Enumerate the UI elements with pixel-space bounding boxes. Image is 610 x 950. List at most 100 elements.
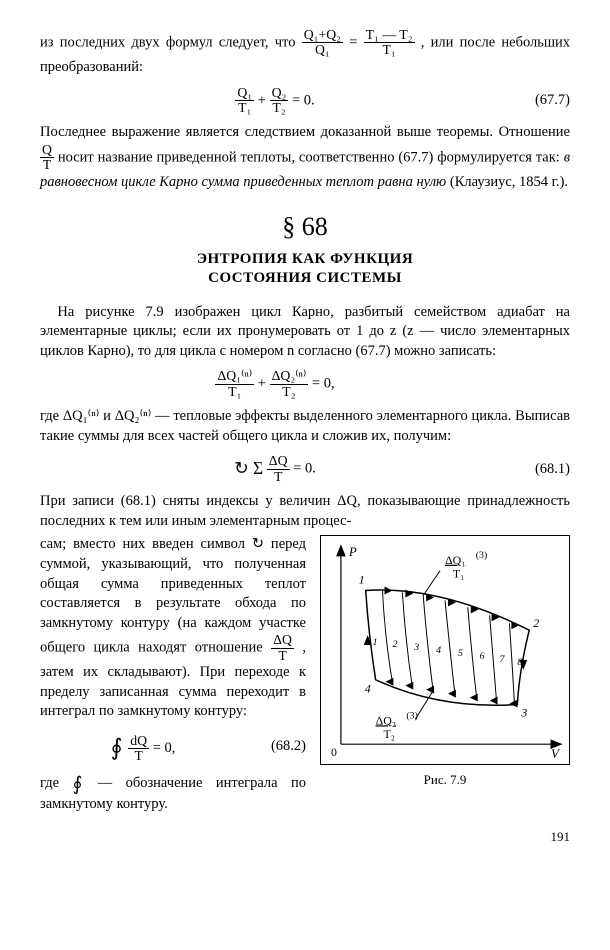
denominator: T [128,749,149,763]
plus: + [258,376,270,392]
contour-symbol: ↻ Σ [234,457,263,480]
fraction: T₁ — T₂ T₁ [364,28,415,58]
fraction: Q T [40,143,54,173]
numerator: Q [40,143,54,158]
equation-67-7: Q₁ T₁ + Q₂ T₂ = 0. (67.7) [40,86,570,116]
page-number: 191 [40,828,570,846]
numerator: ΔQ [271,633,294,648]
dq2-den: T₂ [384,728,395,742]
fraction: ΔQ₂⁽ⁿ⁾ T₂ [270,369,309,399]
svg-text:ΔQ₁: ΔQ₁ [445,553,465,567]
equation-body: ↻ Σ ΔQ T = 0. [40,454,510,484]
origin-label: 0 [331,745,337,759]
fraction: Q₂ T₂ [270,86,289,116]
equals: = [349,34,363,50]
text: = 0. [292,92,315,108]
axis-label-p: P [348,545,357,559]
fraction: dQ T [128,734,149,764]
dq2-label: ΔQ₂ (3) T₂ [376,711,418,742]
numerator: ΔQ₁⁽ⁿ⁾ [215,369,254,384]
corner-3: 3 [520,706,527,720]
cell-8: 8 [517,657,522,668]
title-line-2: СОСТОЯНИЯ СИСТЕМЫ [208,270,402,286]
text: носит название приведенной теплоты, соот… [58,149,564,165]
text: = 0, [312,376,335,392]
cell-3: 3 [413,642,419,653]
fraction: Q₁+Q₂ Q₁ [302,28,343,58]
adiabats [383,591,515,704]
numerator: Q₂ [270,86,289,101]
contour-integral-icon: ∮ [111,733,123,764]
right-column: P V 0 [320,535,570,818]
paragraph-1: из последних двух формул следует, что Q₁… [40,28,570,78]
denominator: Q₁ [302,43,343,57]
dq2-sup: (3) [406,711,418,722]
equation-n: ΔQ₁⁽ⁿ⁾ T₁ + ΔQ₂⁽ⁿ⁾ T₂ = 0, [40,369,570,399]
text: = 0, [153,740,176,756]
paragraph-4: где ΔQ₁⁽ⁿ⁾ и ΔQ₂⁽ⁿ⁾ — тепловые эффекты в… [40,407,570,446]
corner-2: 2 [533,617,539,631]
equation-68-2: ∮ dQ T = 0, (68.2) [40,730,306,764]
denominator: T [271,649,294,663]
numerator: ΔQ [267,454,290,469]
denominator: T₂ [270,385,309,399]
text: из последних двух формул следует, что [40,34,302,50]
numerator: Q₁+Q₂ [302,28,343,43]
figure-caption: Рис. 7.9 [320,771,570,789]
cell-6: 6 [480,651,485,662]
section-title: ЭНТРОПИЯ КАК ФУНКЦИЯ СОСТОЯНИЯ СИСТЕМЫ [40,250,570,289]
numerator: Q₁ [235,86,254,101]
equation-number: (68.2) [246,737,306,757]
cycle-outline [366,590,530,705]
cell-2: 2 [392,639,397,650]
equation-body: ΔQ₁⁽ⁿ⁾ T₁ + ΔQ₂⁽ⁿ⁾ T₂ = 0, [40,369,510,399]
dq2-num: ΔQ₂ [376,714,396,728]
dq1-num: ΔQ₁ [445,553,465,567]
fraction: ΔQ T [267,454,290,484]
cell-4: 4 [436,645,441,656]
fraction: ΔQ T [271,633,294,663]
bottom-arrows [386,678,518,708]
text: сам; вместо них введен символ ↻ перед су… [40,536,306,655]
denominator: T₁ [235,101,254,115]
denominator: T [267,470,290,484]
plus: + [258,92,270,108]
left-column: сам; вместо них введен символ ↻ перед су… [40,535,306,818]
page: из последних двух формул следует, что Q₁… [0,0,610,866]
corner-1: 1 [359,573,365,587]
denominator: T₁ [364,43,415,57]
dq1-sup: (3) [476,550,488,561]
axis-label-v: V [551,747,561,761]
paragraph-5: При записи (68.1) сняты индексы у величи… [40,492,570,531]
cell-1: 1 [373,637,378,648]
denominator: T [40,158,54,172]
text: где [40,775,72,791]
text: = 0. [293,461,316,477]
dq1-den: T₁ [453,567,464,581]
equation-number: (68.1) [510,460,570,480]
cell-7: 7 [500,654,506,665]
figure-7-9: P V 0 [320,535,570,765]
equation-body: ∮ dQ T = 0, [40,730,246,764]
dq1-label: ΔQ₁ (3) T₁ [445,550,487,581]
text: (Клаузиус, 1854 г.). [450,174,568,190]
numerator: T₁ — T₂ [364,28,415,43]
paragraph-7: где ∮ — обозначение интеграла по замкнут… [40,769,306,814]
numerator: dQ [128,734,149,749]
paragraph-2: Последнее выражение является следствием … [40,123,570,192]
equation-number: (67.7) [510,91,570,111]
fraction: ΔQ₁⁽ⁿ⁾ T₁ [215,369,254,399]
numerator: ΔQ₂⁽ⁿ⁾ [270,369,309,384]
equation-body: Q₁ T₁ + Q₂ T₂ = 0. [40,86,510,116]
pointer-line-1 [423,571,440,596]
corner-4: 4 [365,682,371,696]
denominator: T₁ [215,385,254,399]
figure-svg: P V 0 [321,536,569,764]
cell-5: 5 [458,648,463,659]
section-number: § 68 [40,209,570,244]
svg-text:ΔQ₂: ΔQ₂ [376,714,396,728]
title-line-1: ЭНТРОПИЯ КАК ФУНКЦИЯ [197,251,413,267]
denominator: T₂ [270,101,289,115]
contour-integral-icon: ∮ [72,772,82,797]
equation-68-1: ↻ Σ ΔQ T = 0. (68.1) [40,454,570,484]
